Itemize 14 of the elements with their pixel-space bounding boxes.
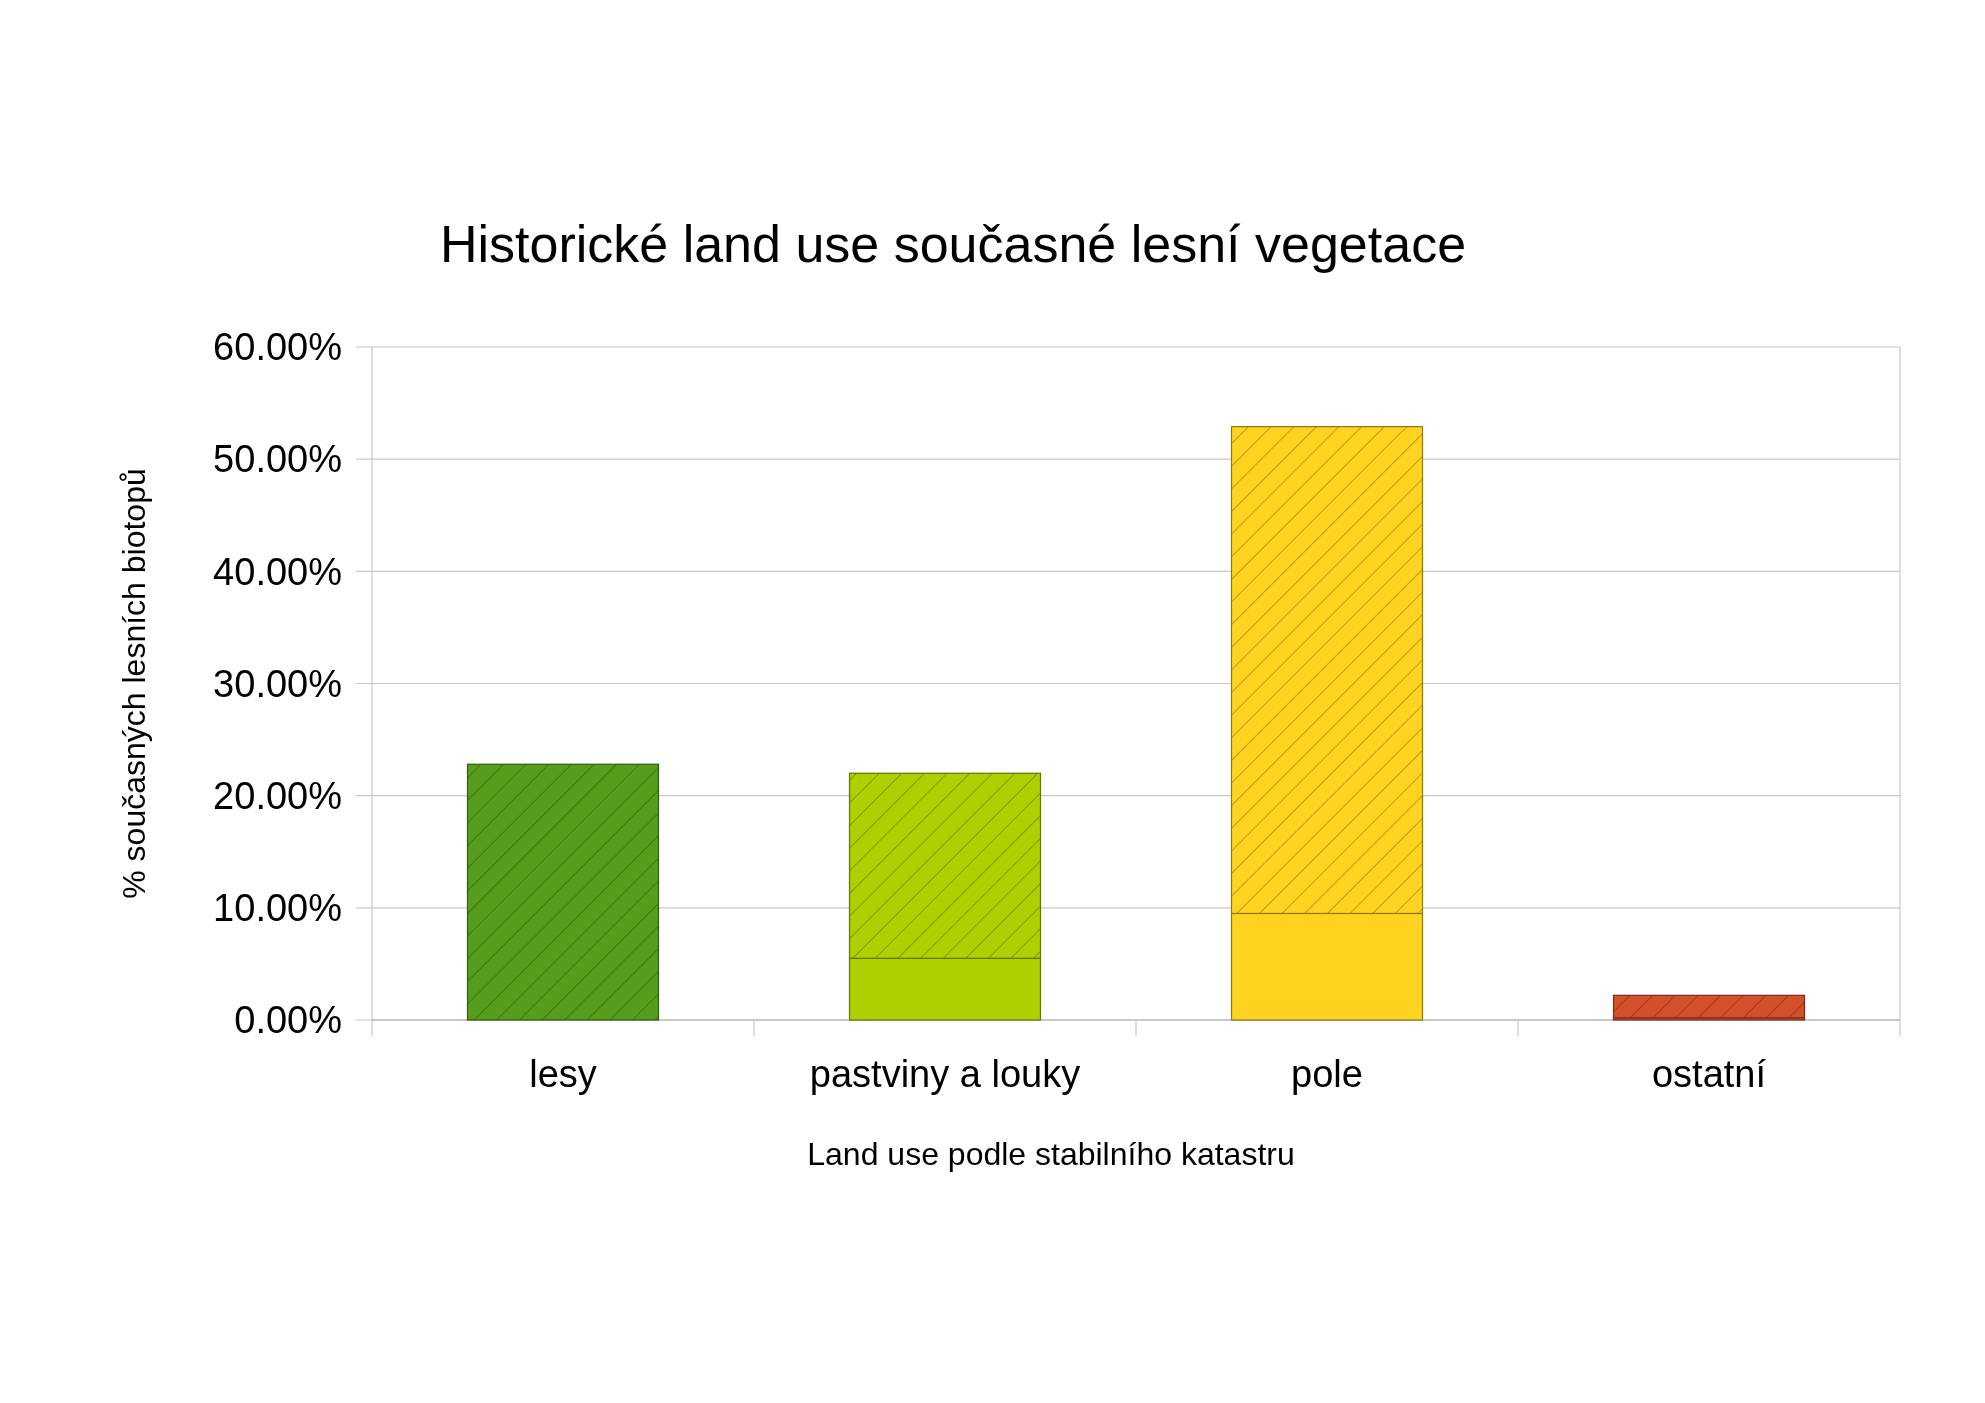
x-tick-label: pastviny a louky <box>809 1053 1081 1095</box>
x-axis-title: Land use podle stabilního katastru <box>807 1136 1295 1172</box>
x-tick-label: pole <box>1291 1053 1363 1095</box>
y-tick-label: 0.00% <box>234 999 342 1042</box>
y-tick-label: 20.00% <box>213 774 342 817</box>
y-tick-label: 10.00% <box>213 887 342 930</box>
chart-title: Historické land use současné lesní vegetace <box>439 215 1467 273</box>
y-tick-label: 30.00% <box>213 662 342 705</box>
y-tick-label: 60.00% <box>213 326 342 369</box>
y-tick-label: 50.00% <box>213 438 342 481</box>
x-tick-label: lesy <box>529 1053 597 1095</box>
y-axis-title: % současných lesních biotopů <box>116 468 152 899</box>
y-tick-label: 40.00% <box>213 550 342 593</box>
x-tick-label: ostatní <box>1651 1053 1767 1095</box>
